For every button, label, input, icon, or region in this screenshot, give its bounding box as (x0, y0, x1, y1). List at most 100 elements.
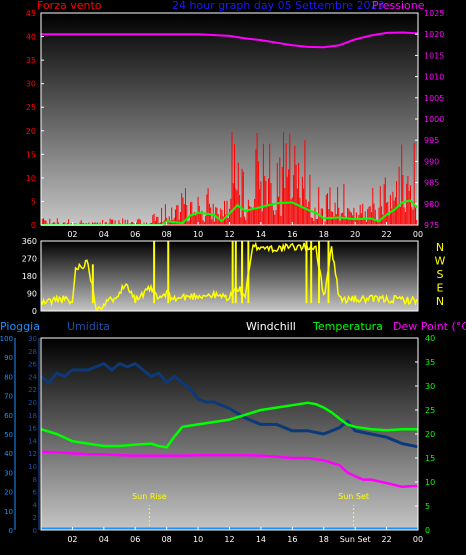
y-tick-label-rain: 50 (4, 431, 13, 439)
pressure-line (41, 31, 419, 49)
y-tick-label-temperature: 35 (425, 358, 435, 367)
compass-label: S (437, 268, 444, 281)
x-tick-label: 12 (224, 230, 234, 239)
header-right-label: Pressione (372, 0, 425, 12)
x-tick-label: 08 (162, 230, 172, 239)
y-tick-label-rain: 30 (4, 469, 13, 477)
y-tick-label-left: 5 (31, 197, 36, 206)
x-tick-label: 02 (67, 230, 77, 239)
temperature-humidity-chart: Sun Rise Sun Set0102030405060708090100024… (0, 334, 435, 544)
y-tick-label-right: 1005 (424, 94, 444, 103)
y-tick-label-right: 1015 (424, 51, 444, 60)
x-tick-label: 04 (99, 230, 109, 239)
x-tick-label: 18 (319, 535, 329, 544)
wind-direction-line (40, 241, 418, 312)
y-tick-label-right: 1000 (424, 115, 444, 124)
y-tick-label-right: 980 (424, 200, 439, 209)
dewpoint-line (40, 450, 419, 489)
y-tick-label-humidity: 26 (28, 361, 37, 369)
y-tick-label-right: 1020 (424, 30, 444, 39)
x-tick-label: 22 (381, 230, 391, 239)
y-tick-label-right: 995 (424, 136, 439, 145)
x-tick-label: 00 (413, 535, 423, 544)
x-tick-label: 14 (256, 535, 266, 544)
plot-border (40, 240, 419, 312)
x-tick-label: 16 (287, 230, 297, 239)
header-title: 24 hour graph day 05 Settembre 2023 (172, 0, 385, 12)
y-tick-label-left: 0 (31, 221, 36, 230)
legend-windchill: Windchill (246, 320, 296, 333)
x-tick-label: 02 (67, 535, 77, 544)
y-tick-label-temperature: 40 (425, 334, 435, 343)
y-tick-label-right: 990 (424, 157, 439, 166)
y-tick-label-left: 25 (26, 103, 36, 112)
y-tick-label-humidity: 4 (33, 501, 38, 509)
x-tick-label: 18 (319, 230, 329, 239)
plot-background (41, 241, 418, 311)
header-left-label: Forza vento (37, 0, 102, 12)
legend-temperatura: Temperatura (313, 320, 383, 333)
y-tick-label-temperature: 25 (425, 406, 435, 415)
y-tick-label-right: 985 (424, 179, 439, 188)
legend-umidita: Umidita (67, 320, 110, 333)
legend-pioggia: Pioggia (0, 320, 40, 333)
y-tick-label-humidity: 6 (33, 489, 38, 497)
y-tick-label-temperature: 5 (425, 502, 430, 511)
x-tick-label: 00 (413, 230, 423, 239)
y-tick-label-humidity: 0 (33, 527, 37, 535)
x-tick-label: 16 (287, 535, 297, 544)
compass-label: N (436, 241, 444, 254)
y-tick-label-rain: 80 (4, 373, 13, 381)
temperature-line (40, 401, 418, 449)
y-tick-label-temperature: 15 (425, 454, 435, 463)
sun-marker-label: Sun Rise (132, 492, 167, 501)
y-tick-label-right: 1010 (424, 73, 444, 82)
x-tick-label: 12 (224, 535, 234, 544)
y-tick-label-rain: 60 (4, 412, 13, 420)
gust-line (41, 199, 419, 226)
y-tick-label-temperature: 0 (425, 526, 430, 535)
y-tick-label-left: 90 (27, 290, 37, 299)
x-tick-label: 22 (381, 535, 391, 544)
plot-background (41, 13, 418, 225)
wind-pressure-chart: 0510152025303540459759809859909951000100… (26, 9, 445, 239)
x-tick-label: 10 (193, 230, 203, 239)
y-tick-label-left: 0 (32, 307, 37, 316)
y-tick-label-humidity: 2 (33, 514, 37, 522)
y-tick-label-rain: 70 (4, 393, 13, 401)
x-tick-label: 10 (193, 535, 203, 544)
x-tick-label: Sun Set (340, 535, 371, 544)
y-tick-label-left: 40 (26, 33, 36, 42)
y-tick-label-left: 30 (26, 80, 36, 89)
y-tick-label-left: 20 (26, 127, 36, 136)
y-tick-label-right: 1025 (424, 9, 444, 18)
y-tick-label-left: 270 (22, 255, 37, 264)
x-tick-label: 14 (256, 230, 266, 239)
y-tick-label-humidity: 22 (28, 386, 37, 394)
compass-label: N (436, 295, 444, 308)
y-tick-label-humidity: 18 (28, 412, 37, 420)
y-tick-label-humidity: 28 (28, 348, 37, 356)
y-tick-label-temperature: 30 (425, 382, 435, 391)
x-tick-label: 04 (99, 535, 109, 544)
y-tick-label-humidity: 16 (28, 425, 37, 433)
compass-label: W (435, 255, 446, 268)
y-tick-label-rain: 40 (4, 450, 13, 458)
compass-label: E (437, 282, 444, 295)
x-tick-label: 20 (350, 230, 360, 239)
x-tick-label: 06 (130, 230, 140, 239)
y-tick-label-left: 15 (26, 150, 36, 159)
y-tick-label-humidity: 24 (28, 373, 37, 381)
y-tick-label-humidity: 10 (28, 463, 37, 471)
y-tick-label-humidity: 20 (28, 399, 37, 407)
y-tick-label-left: 35 (26, 56, 36, 65)
y-tick-label-temperature: 20 (425, 430, 435, 439)
y-tick-label-humidity: 30 (28, 335, 37, 343)
x-tick-label: 08 (162, 535, 172, 544)
y-tick-label-temperature: 10 (425, 478, 435, 487)
y-tick-label-rain: 10 (4, 508, 13, 516)
y-tick-label-humidity: 14 (28, 437, 37, 445)
y-tick-label-rain: 90 (4, 354, 13, 362)
